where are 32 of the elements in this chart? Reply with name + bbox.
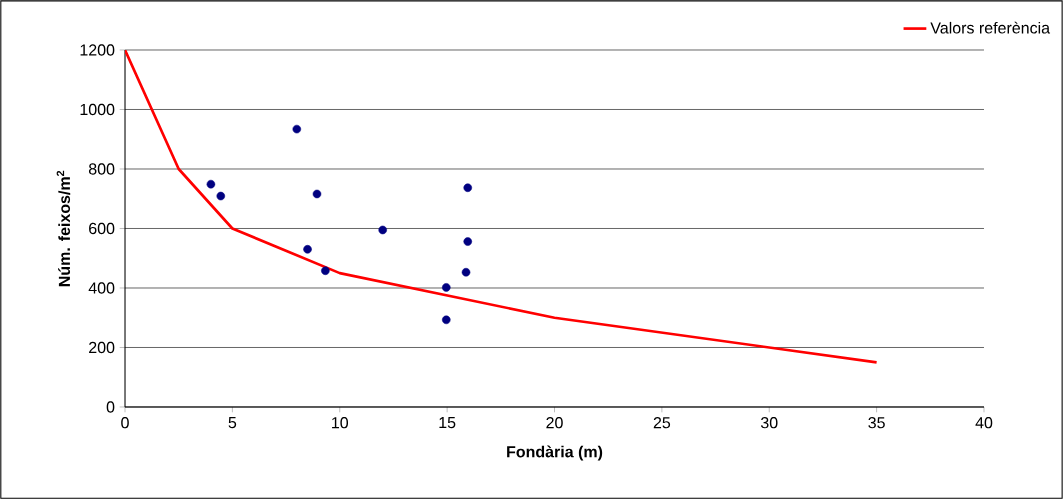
x-tick-label: 40 (975, 417, 993, 429)
point (461, 267, 471, 277)
y-axis-title: Núm. feixos/m$^{2}$ (56, 170, 71, 287)
y-tick-label: 200 (89, 341, 115, 354)
y-tick-label: 0 (106, 401, 115, 413)
y-tick-label: 1000 (80, 103, 115, 116)
x-tick-label: 5 (228, 417, 237, 429)
point (216, 191, 226, 201)
point (312, 189, 322, 199)
x-tick-label: 30 (760, 417, 778, 429)
point (442, 283, 451, 292)
point (292, 124, 302, 134)
x-tick-label: 25 (653, 417, 671, 429)
point (321, 266, 330, 275)
x-tick-label: 15 (439, 417, 456, 429)
y-tick-label: 1200 (80, 44, 115, 56)
x-axis-title: Fondària (m) (507, 445, 603, 461)
x-tick-label: 0 (121, 417, 129, 429)
x-tick-label: 10 (332, 417, 349, 429)
point (303, 245, 312, 254)
point (206, 179, 216, 189)
x-tick-label: 20 (546, 417, 563, 429)
line-series (125, 49, 878, 364)
y-tick-label: 400 (88, 282, 115, 294)
y-tick-label: 800 (88, 163, 115, 175)
legend-label: Valors referència (930, 21, 1051, 34)
x-tick-label: 35 (868, 417, 885, 429)
point (378, 225, 387, 235)
point (442, 315, 451, 325)
y-tick-label: 600 (89, 222, 115, 235)
point (463, 237, 473, 246)
point (463, 183, 473, 192)
